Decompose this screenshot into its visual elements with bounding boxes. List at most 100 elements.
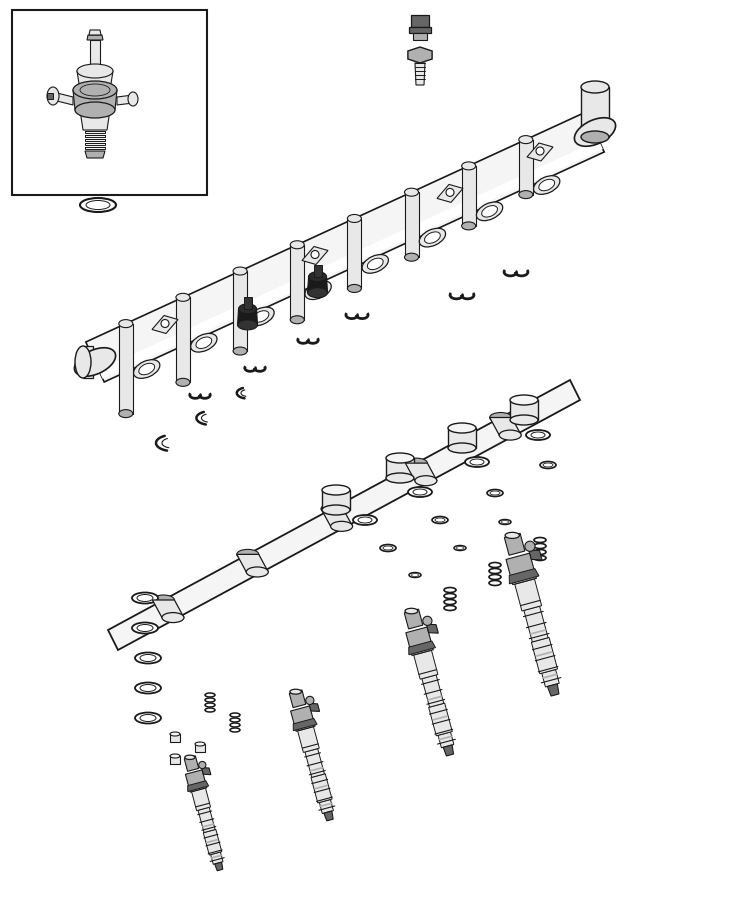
Polygon shape: [509, 569, 539, 584]
Ellipse shape: [239, 304, 256, 314]
Ellipse shape: [543, 463, 553, 467]
Ellipse shape: [413, 489, 427, 495]
Polygon shape: [244, 297, 251, 309]
Circle shape: [525, 541, 535, 552]
Ellipse shape: [405, 608, 418, 614]
Polygon shape: [324, 811, 333, 821]
Ellipse shape: [405, 253, 419, 261]
Ellipse shape: [539, 179, 554, 191]
Polygon shape: [119, 324, 133, 414]
Ellipse shape: [132, 592, 158, 604]
Polygon shape: [85, 151, 105, 158]
Polygon shape: [490, 418, 521, 435]
Polygon shape: [438, 732, 453, 748]
Ellipse shape: [510, 415, 538, 425]
Ellipse shape: [540, 462, 556, 469]
Ellipse shape: [196, 337, 212, 348]
Ellipse shape: [411, 573, 419, 577]
Polygon shape: [153, 600, 184, 617]
Ellipse shape: [476, 202, 502, 220]
Ellipse shape: [330, 521, 353, 531]
Ellipse shape: [432, 517, 448, 524]
Polygon shape: [527, 143, 553, 161]
Ellipse shape: [358, 517, 372, 523]
Ellipse shape: [465, 457, 489, 467]
Ellipse shape: [362, 255, 388, 274]
Polygon shape: [192, 788, 210, 811]
Ellipse shape: [133, 360, 160, 378]
Polygon shape: [426, 625, 439, 634]
Ellipse shape: [190, 333, 217, 352]
Polygon shape: [185, 756, 199, 771]
Polygon shape: [185, 770, 207, 792]
Ellipse shape: [233, 267, 247, 275]
Polygon shape: [233, 271, 247, 351]
Polygon shape: [77, 71, 113, 90]
Ellipse shape: [462, 162, 476, 170]
Polygon shape: [506, 554, 536, 585]
Polygon shape: [195, 744, 205, 752]
Polygon shape: [198, 807, 215, 833]
Ellipse shape: [135, 682, 161, 694]
Ellipse shape: [581, 81, 609, 93]
Polygon shape: [202, 768, 211, 775]
Circle shape: [423, 616, 432, 625]
Ellipse shape: [308, 288, 328, 298]
Polygon shape: [428, 703, 452, 736]
Polygon shape: [505, 534, 525, 555]
Ellipse shape: [405, 188, 419, 196]
Ellipse shape: [526, 430, 550, 440]
Polygon shape: [519, 140, 533, 194]
Ellipse shape: [531, 432, 545, 438]
Polygon shape: [89, 30, 101, 35]
Ellipse shape: [137, 625, 153, 632]
Polygon shape: [87, 35, 103, 40]
Ellipse shape: [322, 485, 350, 495]
Polygon shape: [437, 184, 463, 202]
Circle shape: [161, 320, 169, 328]
Ellipse shape: [502, 520, 508, 524]
Polygon shape: [406, 627, 433, 655]
Polygon shape: [443, 745, 453, 756]
Ellipse shape: [308, 272, 327, 282]
Polygon shape: [448, 428, 476, 448]
Ellipse shape: [290, 316, 305, 324]
Ellipse shape: [386, 453, 414, 463]
Ellipse shape: [348, 284, 362, 292]
Ellipse shape: [185, 755, 195, 760]
Ellipse shape: [435, 518, 445, 522]
Polygon shape: [405, 193, 419, 257]
Polygon shape: [409, 641, 436, 655]
Polygon shape: [405, 609, 423, 629]
Ellipse shape: [290, 689, 302, 694]
Ellipse shape: [499, 430, 521, 440]
Ellipse shape: [162, 613, 184, 623]
Ellipse shape: [510, 395, 538, 405]
Ellipse shape: [456, 546, 464, 550]
Polygon shape: [531, 637, 557, 674]
Ellipse shape: [353, 515, 377, 525]
Polygon shape: [319, 799, 333, 814]
Ellipse shape: [368, 258, 383, 270]
Polygon shape: [73, 90, 117, 110]
Ellipse shape: [75, 346, 91, 378]
Ellipse shape: [490, 412, 512, 422]
Polygon shape: [308, 276, 328, 292]
Polygon shape: [386, 458, 414, 478]
Polygon shape: [47, 93, 53, 99]
Ellipse shape: [135, 652, 161, 663]
Ellipse shape: [119, 320, 133, 328]
Ellipse shape: [247, 307, 274, 326]
Polygon shape: [309, 704, 319, 711]
Circle shape: [536, 147, 544, 155]
Polygon shape: [170, 734, 180, 742]
Bar: [12, 10, 207, 195]
Ellipse shape: [170, 732, 180, 736]
Ellipse shape: [448, 423, 476, 433]
Ellipse shape: [448, 443, 476, 453]
Polygon shape: [524, 607, 548, 642]
Polygon shape: [510, 400, 538, 420]
Ellipse shape: [499, 519, 511, 525]
Ellipse shape: [470, 459, 484, 465]
Polygon shape: [152, 316, 178, 334]
